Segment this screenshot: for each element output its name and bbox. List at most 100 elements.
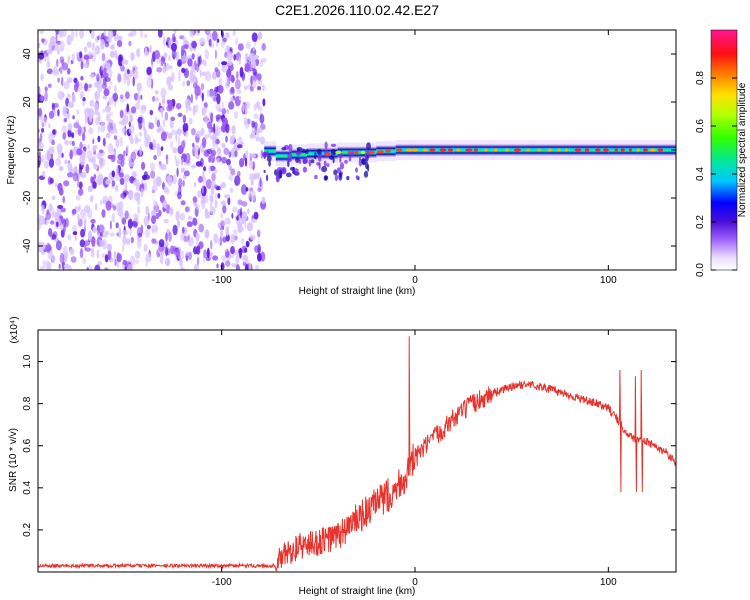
noise-point (204, 115, 209, 124)
noise-point (155, 213, 160, 220)
y-tick-label: 40 (22, 48, 33, 60)
noise-point (174, 155, 177, 162)
noise-point (160, 131, 167, 142)
noise-point (255, 101, 261, 109)
noise-point (117, 73, 122, 83)
noise-point (182, 226, 185, 234)
noise-point (48, 146, 55, 155)
noise-point (229, 187, 234, 193)
noise-point (78, 188, 84, 196)
noise-point (59, 252, 65, 264)
noise-point (151, 238, 157, 244)
noise-point (44, 86, 48, 92)
band-blob (279, 169, 282, 176)
noise-point (87, 51, 93, 57)
ridge-peak (574, 148, 582, 152)
ridge-peak (557, 148, 561, 152)
noise-point (94, 203, 98, 211)
noise-point (202, 170, 205, 182)
band-blob (316, 148, 322, 155)
noise-point (257, 106, 263, 111)
noise-point (58, 30, 64, 38)
noise-point (71, 132, 75, 139)
noise-point (128, 214, 131, 220)
x-tick-label: 100 (600, 275, 617, 286)
noise-point (257, 79, 263, 85)
noise-point (134, 259, 140, 265)
noise-point (100, 38, 105, 50)
noise-point (243, 153, 246, 161)
noise-point (252, 46, 256, 52)
colorbar-ticks: 0.0 0.2 0.4 0.6 0.8 (695, 71, 737, 277)
noise-point (137, 206, 141, 214)
noise-point (135, 101, 141, 110)
noise-point (176, 167, 179, 178)
noise-point (213, 123, 216, 134)
band-blob (355, 175, 359, 180)
noise-point (195, 161, 202, 167)
noise-point (76, 109, 80, 115)
noise-point (75, 80, 80, 88)
band-blob (359, 156, 361, 161)
noise-point (72, 224, 77, 232)
noise-point (165, 41, 168, 46)
noise-point (152, 95, 156, 102)
noise-point (128, 40, 132, 47)
noise-point (261, 196, 266, 204)
noise-point (178, 258, 184, 268)
noise-point (89, 73, 95, 79)
noise-point (129, 114, 134, 123)
ridge-peaks (325, 148, 664, 156)
noise-point (211, 136, 217, 148)
band-blob (310, 159, 315, 164)
noise-point (139, 145, 142, 156)
noise-point (59, 40, 65, 51)
noise-point (185, 56, 188, 63)
noise-point (41, 127, 45, 133)
noise-point (168, 55, 171, 62)
noise-point (40, 116, 47, 127)
noise-point (221, 101, 224, 111)
band-blob (287, 152, 293, 159)
noise-point (118, 227, 122, 238)
noise-point (228, 151, 232, 158)
noise-point (164, 111, 169, 121)
noise-point (38, 155, 42, 166)
noise-point (46, 61, 51, 68)
noise-point (210, 239, 213, 250)
noise-point (203, 61, 207, 67)
noise-point (130, 106, 137, 114)
noise-point (146, 225, 151, 230)
noise-point (90, 30, 95, 39)
noise-point (77, 213, 80, 222)
noise-point (97, 135, 101, 143)
noise-point (61, 62, 69, 71)
noise-point (102, 137, 106, 147)
noise-point (96, 73, 100, 82)
noise-point (242, 254, 248, 262)
noise-point (83, 240, 91, 247)
noise-point (256, 127, 263, 133)
noise-point (226, 52, 233, 61)
noise-point (81, 57, 85, 63)
noise-point (112, 205, 117, 211)
noise-point (203, 166, 207, 172)
noise-point (150, 170, 156, 179)
noise-point (250, 60, 257, 68)
noise-point (133, 213, 139, 220)
snr-y-multiplier: (x10⁴) (9, 316, 20, 343)
noise-point (124, 181, 128, 193)
band-blob (321, 166, 328, 173)
noise-point (254, 264, 259, 270)
ridge-peak (447, 148, 453, 152)
noise-point (177, 112, 183, 118)
band-blob (314, 174, 318, 180)
noise-point (199, 37, 206, 45)
noise-point (180, 233, 185, 241)
noise-point (143, 244, 148, 252)
noise-point (204, 49, 209, 60)
band-blob (263, 169, 266, 174)
noise-point (171, 33, 176, 43)
noise-point (119, 210, 124, 220)
